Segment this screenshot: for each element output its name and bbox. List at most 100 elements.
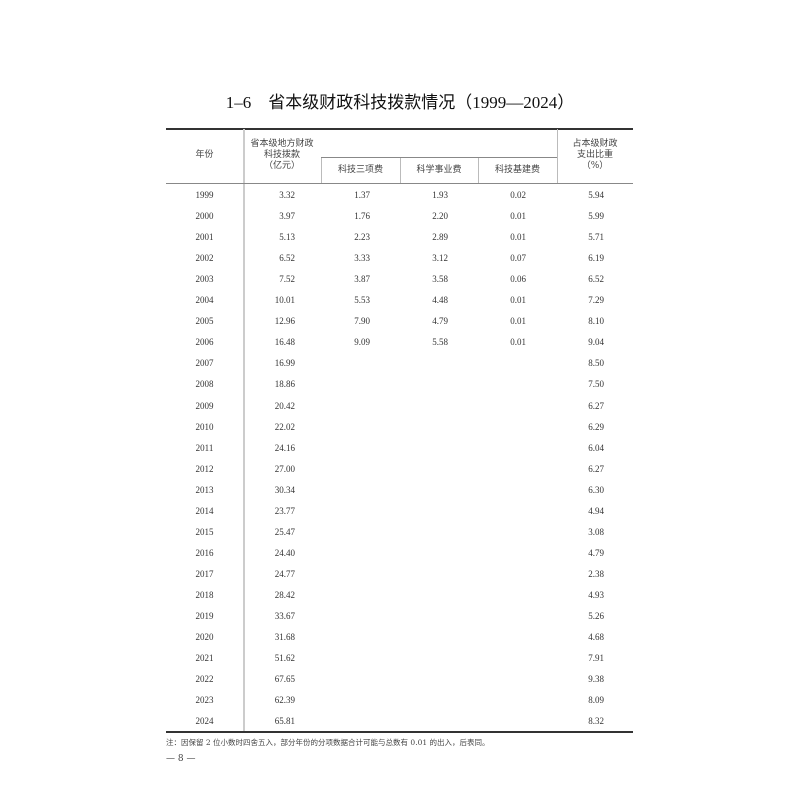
header-total: 省本级地方财政 科技拨款 （亿元）	[243, 128, 321, 183]
cell-share: 6.27	[588, 463, 604, 474]
cell-year: 2018	[195, 589, 214, 600]
cell-science-operating: 5.58	[432, 337, 448, 348]
cell-year: 2022	[195, 674, 214, 685]
cell-tech-three: 2.23	[354, 232, 370, 243]
cell-tech-three: 9.09	[354, 337, 370, 348]
cell-total: 20.42	[274, 400, 295, 411]
table-row: 2024 65.81 8.32	[166, 711, 633, 732]
table-row: 2005 12.96 7.90 4.79 0.01 8.10	[166, 311, 633, 332]
cell-total: 3.32	[279, 190, 295, 200]
table-row: 2014 23.77 4.94	[166, 501, 633, 522]
cell-tech-infrastructure: 0.07	[510, 253, 526, 264]
table-row: 2021 51.62 7.91	[166, 648, 633, 669]
cell-share: 6.52	[588, 274, 604, 285]
cell-tech-infrastructure: 0.01	[510, 316, 526, 327]
column-divider	[321, 157, 322, 183]
cell-science-operating: 4.48	[432, 295, 448, 306]
cell-year: 2023	[195, 695, 214, 706]
table-row: 2011 24.16 6.04	[166, 438, 633, 459]
table-row: 2022 67.65 9.38	[166, 669, 633, 690]
cell-science-operating: 2.20	[432, 211, 448, 222]
cell-share: 9.38	[588, 674, 604, 685]
column-divider	[243, 129, 245, 731]
table-title: 1–6 省本级财政科技拨款情况（1999—2024）	[225, 93, 575, 112]
cell-science-operating: 1.93	[432, 190, 448, 200]
cell-year: 2006	[195, 337, 214, 348]
table-row: 2012 27.00 6.27	[166, 459, 633, 480]
header-year: 年份	[195, 150, 214, 160]
cell-tech-three: 3.33	[354, 253, 370, 264]
cell-year: 2012	[195, 463, 214, 474]
header-pct-line: （%）	[581, 161, 609, 171]
cell-tech-three: 3.87	[354, 274, 370, 285]
cell-year: 2005	[195, 316, 214, 327]
cell-year: 2021	[195, 653, 214, 664]
cell-total: 24.16	[274, 442, 295, 453]
cell-total: 31.68	[274, 632, 295, 643]
table-row: 2002 6.52 3.33 3.12 0.07 6.19	[166, 248, 633, 269]
cell-year: 1999	[195, 190, 214, 200]
header-sub-2: 科学事业费	[416, 165, 462, 175]
cell-year: 2011	[195, 442, 214, 453]
header-pct-line: 占本级财政	[572, 139, 618, 149]
cell-total: 23.77	[274, 505, 295, 516]
header-total-line: 科技拨款	[263, 150, 300, 160]
cell-tech-infrastructure: 0.01	[510, 232, 526, 243]
cell-science-operating: 2.89	[432, 232, 448, 243]
cell-total: 6.52	[279, 253, 295, 264]
cell-tech-three: 7.90	[354, 316, 370, 327]
cell-share: 5.99	[588, 211, 604, 222]
cell-year: 2013	[195, 484, 214, 495]
cell-total: 51.62	[274, 653, 295, 664]
table-row: 2006 16.48 9.09 5.58 0.01 9.04	[166, 332, 633, 353]
bottom-rule	[166, 731, 633, 733]
header-rule	[166, 183, 633, 184]
cell-total: 62.39	[274, 695, 295, 706]
cell-total: 3.97	[279, 211, 295, 222]
cell-total: 25.47	[274, 526, 295, 537]
table-row: 2003 7.52 3.87 3.58 0.06 6.52	[166, 269, 633, 290]
cell-total: 18.86	[274, 379, 295, 390]
cell-total: 24.40	[274, 547, 295, 558]
cell-total: 10.01	[274, 295, 295, 306]
cell-total: 24.77	[274, 568, 295, 579]
cell-year: 2009	[195, 400, 214, 411]
table-row: 2019 33.67 5.26	[166, 606, 633, 627]
cell-share: 6.04	[588, 442, 604, 453]
cell-share: 3.08	[588, 526, 604, 537]
cell-science-operating: 3.12	[432, 253, 448, 264]
cell-share: 7.91	[588, 653, 604, 664]
cell-tech-three: 1.37	[354, 190, 370, 200]
cell-share: 4.68	[588, 632, 604, 643]
cell-year: 2000	[195, 211, 214, 222]
cell-tech-infrastructure: 0.01	[510, 337, 526, 348]
cell-year: 2016	[195, 547, 214, 558]
cell-year: 2020	[195, 632, 214, 643]
cell-year: 2017	[195, 568, 214, 579]
cell-share: 8.32	[588, 716, 604, 727]
table-row: 2020 31.68 4.68	[166, 627, 633, 648]
cell-tech-infrastructure: 0.01	[510, 295, 526, 306]
cell-total: 28.42	[274, 589, 295, 600]
cell-share: 9.04	[588, 337, 604, 348]
cell-total: 5.13	[279, 232, 295, 243]
cell-total: 12.96	[274, 316, 295, 327]
cell-share: 5.71	[588, 232, 604, 243]
table-row: 2018 28.42 4.93	[166, 585, 633, 606]
cell-science-operating: 4.79	[432, 316, 448, 327]
table-row: 2004 10.01 5.53 4.48 0.01 7.29	[166, 290, 633, 311]
footnote: 注：因保留 2 位小数时四舍五入，部分年份的分项数据合计可能与总数有 0.01 …	[166, 738, 490, 747]
cell-share: 8.50	[588, 358, 604, 369]
table-row: 2000 3.97 1.76 2.20 0.01 5.99	[166, 206, 633, 227]
cell-total: 33.67	[274, 611, 295, 621]
cell-share: 5.94	[588, 190, 604, 200]
table-row: 2010 22.02 6.29	[166, 417, 633, 438]
column-divider	[400, 157, 401, 183]
cell-science-operating: 3.58	[432, 274, 448, 285]
header-pct: 占本级财政 支出比重 （%）	[557, 128, 633, 183]
cell-share: 6.29	[588, 421, 604, 432]
table-row: 2015 25.47 3.08	[166, 522, 633, 543]
cell-year: 2002	[195, 253, 214, 264]
column-divider	[557, 129, 558, 183]
cell-total: 16.48	[274, 337, 295, 348]
